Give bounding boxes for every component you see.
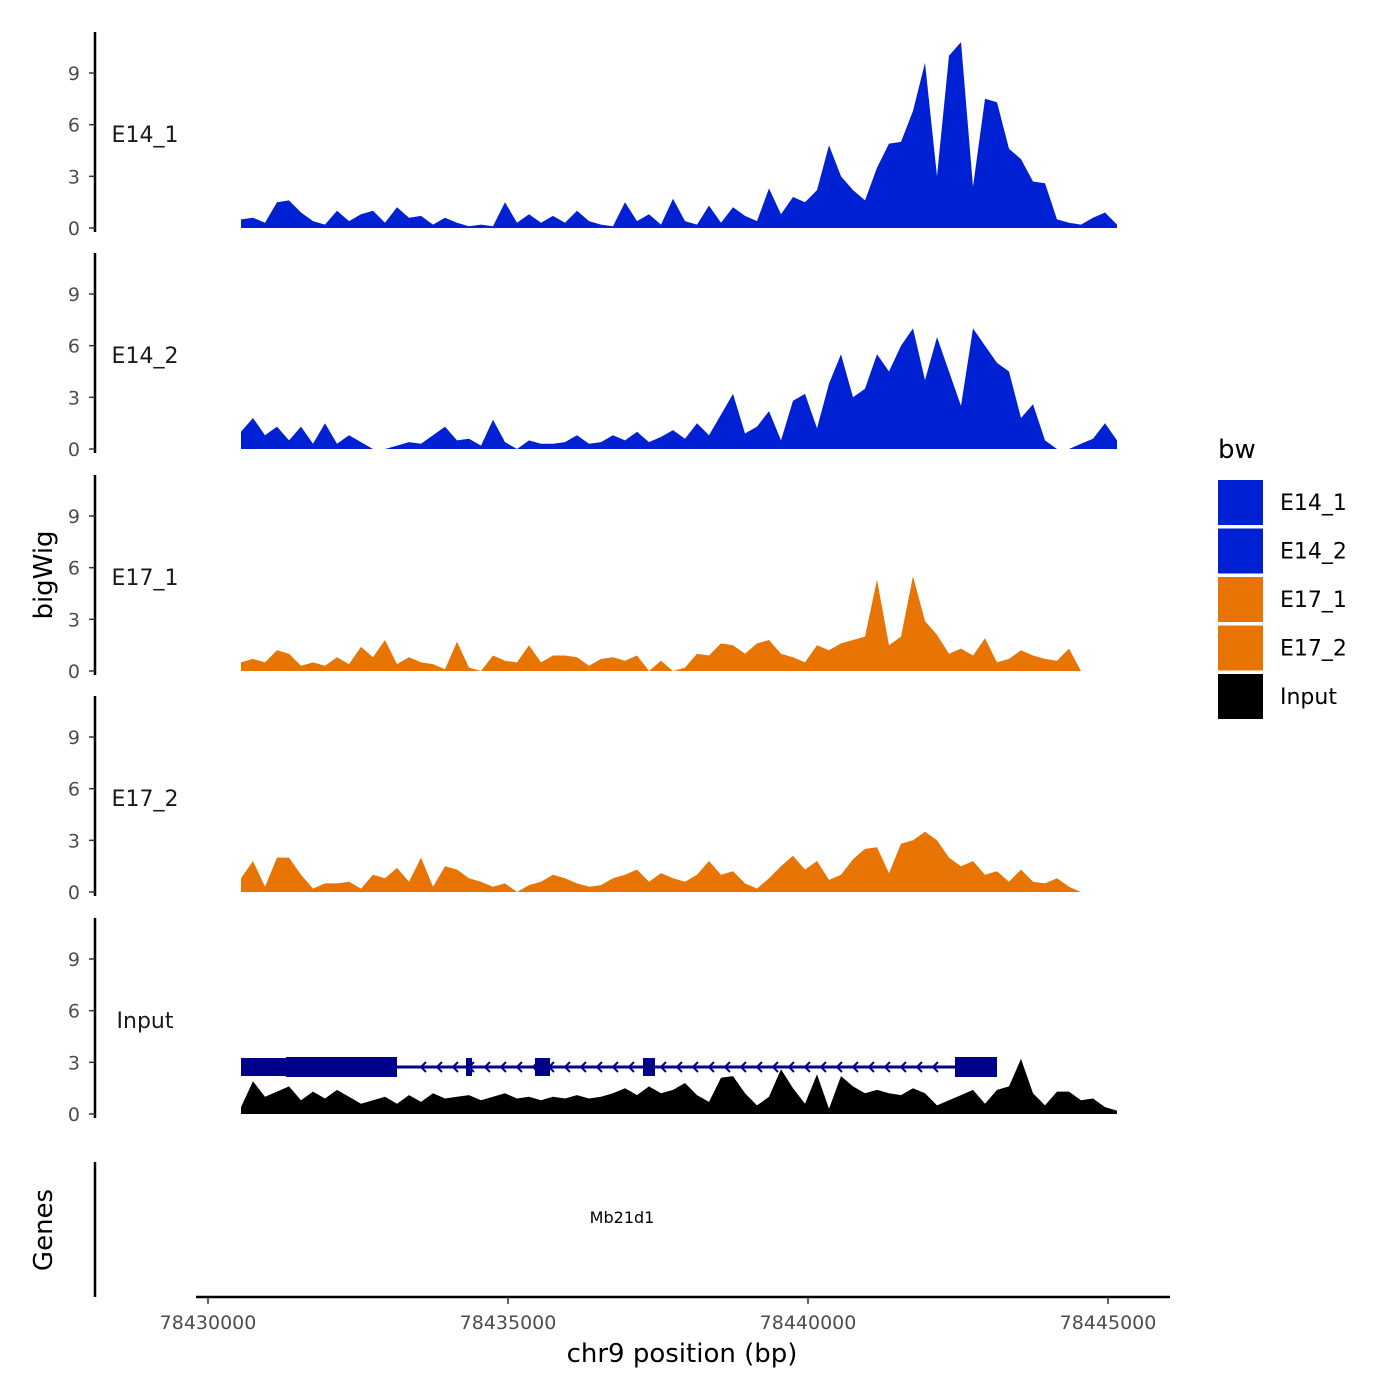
x-axis: 78430000 78435000 78440000 78445000 (160, 1295, 1170, 1334)
legend: bw E14_1 E14_2 E17_1 E17_2 Input (1218, 435, 1347, 719)
legend-swatch-input (1218, 674, 1263, 719)
x-tick-label: 78435000 (460, 1312, 557, 1334)
y-tick-label: 9 (68, 949, 80, 971)
legend-label: Input (1280, 685, 1337, 710)
gene-exon (535, 1058, 550, 1076)
strand-arrow (787, 1061, 795, 1073)
strand-arrow (499, 1061, 507, 1073)
y-tick-label: 3 (68, 1052, 80, 1074)
signal-area-input (241, 1058, 1117, 1114)
strand-arrow (771, 1061, 779, 1073)
track-e14-2: 0 3 6 9 E14_2 (68, 253, 1117, 461)
genes-axis-title: Genes (29, 1189, 59, 1271)
strand-arrow (659, 1061, 667, 1073)
strand-arrow (835, 1061, 843, 1073)
legend-swatch-e17-1 (1218, 577, 1263, 622)
track-label: Input (117, 1009, 174, 1034)
strand-arrow (867, 1061, 875, 1073)
gene-coding-exon (286, 1057, 397, 1077)
y-tick-label: 6 (68, 779, 80, 801)
track-e14-1: 0 3 6 9 E14_1 (68, 32, 1117, 240)
gene-exon (643, 1058, 655, 1076)
strand-arrow (803, 1061, 811, 1073)
track-label: E17_2 (112, 787, 179, 812)
gene-name-label: Mb21d1 (590, 1208, 655, 1227)
strand-arrow (723, 1061, 731, 1073)
y-tick-label: 0 (68, 218, 80, 240)
y-tick-label: 9 (68, 63, 80, 85)
legend-label: E14_1 (1280, 491, 1347, 516)
strand-arrow (515, 1061, 523, 1073)
track-label: E14_2 (112, 344, 179, 369)
y-axis-title: bigWig (29, 530, 59, 619)
y-tick-label: 3 (68, 830, 80, 852)
y-tick-label: 6 (68, 558, 80, 580)
legend-label: E14_2 (1280, 540, 1347, 565)
tracks-group: 0 3 6 9 E14_1 0 3 6 9 E14_2 0 3 6 9 E17_1 0 3 6 9 E17_2 0 3 6 9… (68, 32, 1117, 1126)
y-tick-label: 6 (68, 1001, 80, 1023)
legend-swatch-e17-2 (1218, 625, 1263, 671)
strand-arrow (675, 1061, 683, 1073)
strand-arrow (595, 1061, 603, 1073)
strand-arrow (451, 1061, 459, 1073)
y-tick-label: 3 (68, 387, 80, 409)
signal-area-e14-2 (241, 328, 1117, 449)
signal-area-e14-1 (241, 42, 1117, 228)
strand-arrow (899, 1061, 907, 1073)
y-tick-label: 0 (68, 882, 80, 904)
strand-arrow (611, 1061, 619, 1073)
strand-arrow (435, 1061, 443, 1073)
legend-label: E17_1 (1280, 588, 1347, 613)
strand-arrow (579, 1061, 587, 1073)
strand-arrow (851, 1061, 859, 1073)
y-tick-label: 6 (68, 336, 80, 358)
strand-arrow (915, 1061, 923, 1073)
strand-arrow (563, 1061, 571, 1073)
y-tick-label: 9 (68, 506, 80, 528)
strand-arrow (739, 1061, 747, 1073)
genes-track: Mb21d1 (93, 1057, 997, 1297)
strand-arrow (819, 1061, 827, 1073)
strand-arrow (691, 1061, 699, 1073)
strand-arrow (627, 1061, 635, 1073)
x-tick-label: 78430000 (160, 1312, 257, 1334)
legend-swatch-e14-2 (1218, 528, 1263, 574)
gene-exon (466, 1058, 472, 1076)
y-tick-label: 9 (68, 284, 80, 306)
signal-area-e17-1 (241, 576, 1117, 671)
y-tick-label: 3 (68, 166, 80, 188)
x-tick-label: 78440000 (760, 1312, 857, 1334)
strand-arrow (883, 1061, 891, 1073)
strand-arrow (755, 1061, 763, 1073)
y-tick-label: 6 (68, 115, 80, 137)
legend-swatch-e14-1 (1218, 480, 1263, 525)
strand-arrow (707, 1061, 715, 1073)
strand-arrow (931, 1061, 939, 1073)
x-tick-label: 78445000 (1060, 1312, 1157, 1334)
x-axis-title: chr9 position (bp) (567, 1339, 798, 1369)
gene-coding-exon (955, 1057, 997, 1077)
track-label: E14_1 (112, 123, 179, 148)
track-e17-1: 0 3 6 9 E17_1 (68, 475, 1117, 683)
legend-label: E17_2 (1280, 637, 1347, 662)
y-tick-label: 0 (68, 1104, 80, 1126)
strand-arrow (419, 1061, 427, 1073)
y-tick-label: 3 (68, 609, 80, 631)
strand-arrow (483, 1061, 491, 1073)
y-tick-label: 0 (68, 661, 80, 683)
y-tick-label: 9 (68, 727, 80, 749)
track-input: 0 3 6 9 Input (68, 918, 1117, 1126)
signal-area-e17-2 (241, 831, 1117, 892)
y-tick-label: 0 (68, 439, 80, 461)
track-e17-2: 0 3 6 9 E17_2 (68, 696, 1117, 904)
legend-title: bw (1218, 435, 1256, 465)
track-label: E17_1 (112, 566, 179, 591)
